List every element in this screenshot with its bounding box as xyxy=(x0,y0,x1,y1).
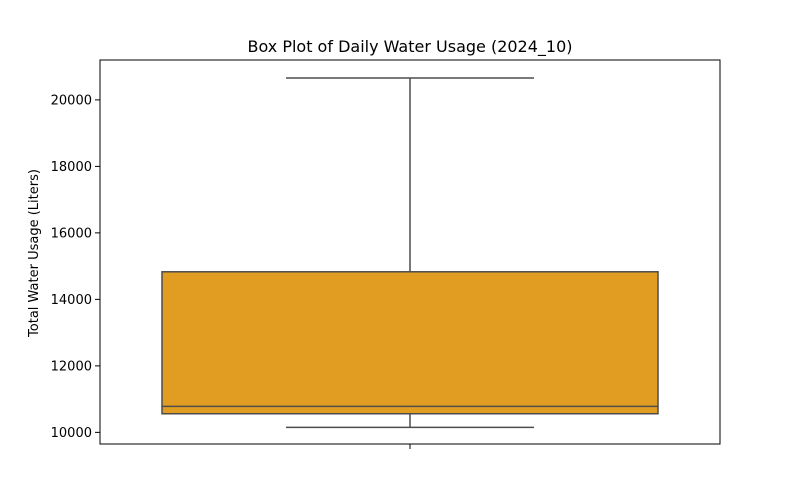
y-tick-label: 20000 xyxy=(51,93,92,108)
iqr-box xyxy=(161,271,659,415)
y-tick-label: 12000 xyxy=(51,359,92,374)
y-tick-label: 10000 xyxy=(51,426,92,441)
chart-title: Box Plot of Daily Water Usage (2024_10) xyxy=(247,37,572,57)
y-tick-label: 18000 xyxy=(51,160,92,175)
y-axis-label: Total Water Usage (Liters) xyxy=(27,169,42,338)
y-tick-label: 16000 xyxy=(51,226,92,241)
plot-area xyxy=(161,77,659,429)
y-tick-label: 14000 xyxy=(51,293,92,308)
y-axis: 10000 12000 14000 16000 18000 20000 xyxy=(51,59,721,449)
